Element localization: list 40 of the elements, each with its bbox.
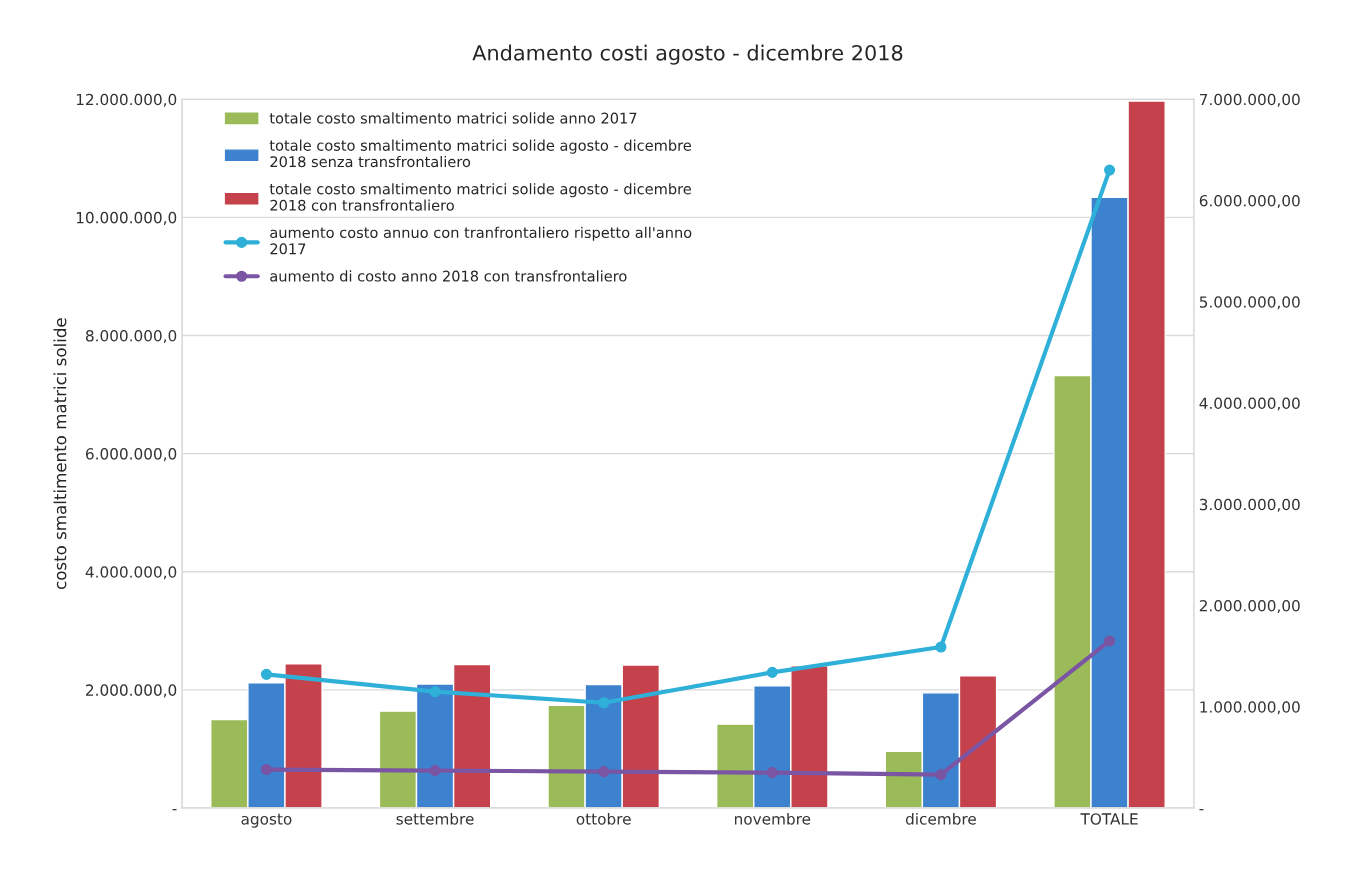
- point: [766, 767, 778, 779]
- point: [429, 765, 441, 777]
- chart-title: Andamento costi agosto - dicembre 2018: [472, 44, 903, 65]
- y2-tick-label: 4.000.000,00: [1199, 397, 1300, 411]
- point: [935, 769, 947, 781]
- y-tick-label: 4.000.000,0: [85, 566, 177, 580]
- x-tick-label: settembre: [396, 812, 474, 825]
- y-tick-label: -: [172, 809, 177, 811]
- point: [1103, 164, 1116, 176]
- x-tick-label: dicembre: [905, 812, 976, 825]
- point: [260, 668, 272, 680]
- x-tick-label: ottobre: [576, 812, 631, 825]
- y2-tick-label: 5.000.000,00: [1199, 296, 1300, 310]
- y-axis-title: costo smaltimento matrici solide: [53, 318, 67, 590]
- point: [260, 763, 272, 776]
- y-tick-label: 6.000.000,0: [85, 448, 177, 462]
- legend-label: totale costo smaltimento matrici solide anno 2017: [269, 112, 637, 124]
- point: [935, 641, 947, 653]
- point: [1103, 635, 1116, 647]
- legend-label: totale costo smaltimento matrici solide agosto - dicembre 2018 senza transfrontaliero: [269, 139, 691, 168]
- x-tick-label: novembre: [734, 812, 811, 825]
- point: [429, 686, 441, 698]
- x-tick-label: agosto: [241, 813, 292, 828]
- legend-label: aumento di costo anno 2018 con transfrontaliero: [270, 270, 627, 282]
- y-tick-label: 2.000.000,0: [86, 684, 177, 698]
- y2-tick-label: 6.000.000,00: [1199, 194, 1300, 209]
- y2-tick-label: 7.000.000,00: [1199, 93, 1300, 107]
- y2-tick-label: -: [1199, 809, 1204, 811]
- point: [598, 766, 610, 778]
- y-tick-label: 12.000.000,0: [76, 93, 177, 107]
- y-tick-label: 10.000.000,0: [76, 211, 177, 225]
- legend-label: totale costo smaltimento matrici solide agosto - dicembre 2018 con transfrontaliero: [269, 183, 691, 211]
- x-tick-label: TOTALE: [1080, 813, 1138, 825]
- y2-tick-label: 2.000.000,00: [1199, 599, 1300, 614]
- y2-tick-label: 1.000.000,00: [1200, 701, 1300, 715]
- legend-label: aumento costo annuo con tranfrontaliero rispetto all'anno 2017: [270, 226, 692, 255]
- point: [598, 697, 610, 709]
- y2-tick-label: 3.000.000,00: [1199, 498, 1300, 512]
- y-tick-label: 8.000.000,0: [85, 329, 177, 344]
- point: [766, 666, 778, 678]
